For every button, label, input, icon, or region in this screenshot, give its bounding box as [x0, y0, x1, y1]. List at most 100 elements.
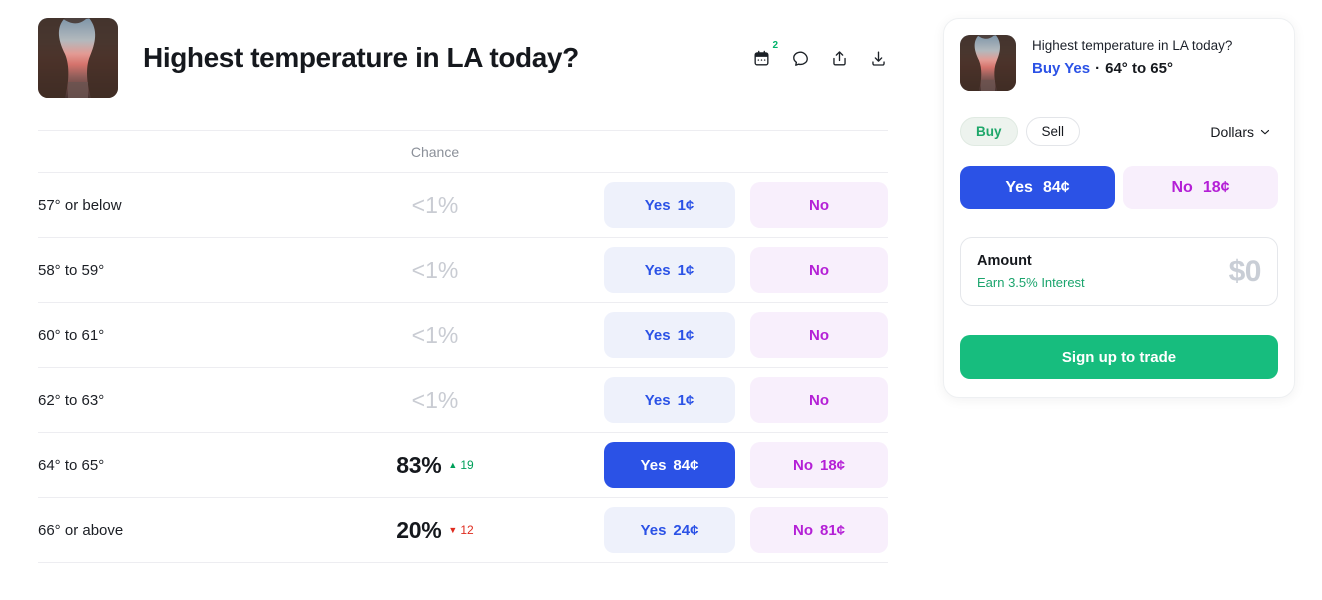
header-actions: 2 [751, 40, 888, 68]
yes-label: Yes [644, 391, 671, 409]
no-button[interactable]: No 18¢ [750, 442, 888, 488]
outcome-label: 60° to 61° [38, 326, 105, 344]
yes-button[interactable]: Yes 84¢ [604, 442, 735, 488]
yes-label: Yes [1005, 178, 1033, 196]
chance-value: 20% [396, 516, 442, 543]
yes-price: 84¢ [1042, 178, 1070, 196]
tab-buy[interactable]: Buy [960, 117, 1018, 146]
chance-cell: 83% ▲ 19 [338, 452, 532, 479]
no-button[interactable]: No [750, 377, 888, 423]
yes-price: 1¢ [677, 326, 695, 344]
no-price: 18¢ [819, 456, 846, 474]
trade-panel-titles: Highest temperature in LA today? Buy Yes… [1032, 35, 1232, 91]
yes-price: 84¢ [673, 456, 699, 474]
up-triangle-icon: ▲ [448, 459, 458, 470]
no-button[interactable]: No [750, 247, 888, 293]
comment-icon [792, 50, 808, 66]
tab-sell[interactable]: Sell [1025, 117, 1081, 146]
chance-column-header: Chance [410, 143, 460, 160]
chevron-down-icon [1260, 129, 1270, 134]
yes-price: 1¢ [677, 261, 695, 279]
order-tabs: Buy Sell Dollars [960, 117, 1278, 146]
share-button[interactable] [829, 48, 849, 68]
no-price: 81¢ [819, 521, 846, 539]
market-outcome-row: 60° to 61° <1% Yes 1¢ No [38, 303, 888, 368]
market-outcome-row: 58° to 59° <1% Yes 1¢ No [38, 238, 888, 303]
chance-cell: <1% [338, 257, 532, 284]
chance-value: <1% [411, 386, 459, 413]
no-label: No [809, 196, 829, 214]
yes-price: 24¢ [673, 521, 699, 539]
chance-value: 83% [396, 451, 442, 478]
palm-street-image [960, 35, 1016, 91]
yes-price-button[interactable]: Yes 84¢ [960, 166, 1115, 209]
no-button[interactable]: No 81¢ [750, 507, 888, 553]
yes-label: Yes [640, 456, 667, 474]
chance-delta: ▼ 12 [448, 523, 473, 537]
down-triangle-icon: ▼ [448, 524, 458, 535]
amount-label: Amount [977, 253, 1032, 269]
market-outcome-row: 64° to 65° 83% ▲ 19 Yes 84¢ No 18¢ [38, 433, 888, 498]
comments-button[interactable] [790, 48, 810, 68]
outcomes-table: Chance 57° or below <1% Yes 1¢ No 58° to 59° <… [38, 130, 888, 563]
calendar-badge: 2 [772, 40, 778, 51]
side-select: Yes 84¢ No 18¢ [960, 166, 1278, 209]
yes-button[interactable]: Yes 24¢ [604, 507, 735, 553]
market-outcome-row: 66° or above 20% ▼ 12 Yes 24¢ No 81¢ [38, 498, 888, 563]
no-label: No [809, 261, 829, 279]
no-button[interactable]: No [750, 312, 888, 358]
page-title: Highest temperature in LA today? [143, 42, 579, 73]
currency-dropdown[interactable]: Dollars [1204, 123, 1278, 141]
yes-button[interactable]: Yes 1¢ [604, 182, 735, 228]
no-label: No [1171, 178, 1193, 196]
download-button[interactable] [868, 48, 888, 68]
chance-cell: <1% [338, 192, 532, 219]
chance-cell: <1% [338, 322, 532, 349]
outcome-rows: 57° or below <1% Yes 1¢ No 58° to 59° <1% Yes 1¢… [38, 173, 888, 563]
outcome-label: 58° to 59° [38, 261, 105, 279]
delta-value: 19 [460, 458, 474, 472]
no-price-button[interactable]: No 18¢ [1123, 166, 1278, 209]
trade-panel-market-title: Highest temperature in LA today? [1032, 38, 1233, 53]
yes-button[interactable]: Yes 1¢ [604, 247, 735, 293]
currency-label: Dollars [1210, 123, 1254, 140]
yes-price: 1¢ [677, 391, 695, 409]
no-label: No [809, 326, 829, 344]
download-icon [871, 50, 885, 66]
outcome-label: 66° or above [38, 521, 124, 539]
chance-delta: ▲ 19 [448, 458, 473, 472]
yes-label: Yes [644, 196, 671, 214]
table-header: Chance [38, 130, 888, 173]
position-action: Buy Yes [1032, 60, 1091, 77]
chance-cell: <1% [338, 387, 532, 414]
interest-note: Earn 3.5% Interest [977, 275, 1085, 290]
outcome-label: 62° to 63° [38, 391, 105, 409]
yes-button[interactable]: Yes 1¢ [604, 312, 735, 358]
share-icon [832, 50, 846, 66]
calendar-button[interactable]: 2 [751, 40, 778, 68]
outcome-label: 57° or below [38, 196, 122, 214]
market-thumbnail [38, 18, 118, 98]
market-header: Highest temperature in LA today? 2 [38, 18, 888, 98]
chance-value: <1% [411, 256, 459, 283]
delta-value: 12 [460, 523, 474, 537]
sign-up-button[interactable]: Sign up to trade [960, 335, 1278, 379]
position-separator: · [1095, 60, 1101, 77]
palm-street-image [38, 18, 118, 98]
no-price: 18¢ [1202, 178, 1230, 196]
chance-value: <1% [411, 191, 459, 218]
no-label: No [792, 456, 813, 474]
market-outcome-row: 62° to 63° <1% Yes 1¢ No [38, 368, 888, 433]
amount-labels: Amount Earn 3.5% Interest [977, 253, 1085, 290]
position-outcome: 64° to 65° [1105, 60, 1173, 77]
no-label: No [792, 521, 813, 539]
market-main: Highest temperature in LA today? 2 [38, 18, 888, 563]
no-button[interactable]: No [750, 182, 888, 228]
yes-button[interactable]: Yes 1¢ [604, 377, 735, 423]
amount-value: $0 [1228, 254, 1262, 288]
trade-panel: Highest temperature in LA today? Buy Yes… [943, 18, 1295, 398]
yes-price: 1¢ [677, 196, 695, 214]
market-outcome-row: 57° or below <1% Yes 1¢ No [38, 173, 888, 238]
amount-input[interactable]: Amount Earn 3.5% Interest $0 [960, 237, 1278, 306]
chance-value: <1% [411, 321, 459, 348]
